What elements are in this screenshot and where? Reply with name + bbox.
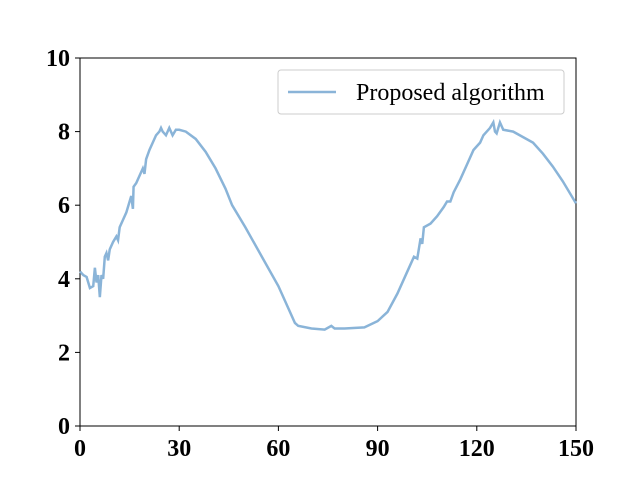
- y-tick-label: 6: [58, 193, 70, 219]
- x-tick-label: 120: [459, 436, 495, 462]
- y-tick-label: 0: [58, 414, 70, 440]
- y-tick-label: 8: [58, 120, 70, 146]
- plot-frame: [79, 57, 577, 427]
- x-tick-label: 60: [266, 436, 290, 462]
- legend-label: Proposed algorithm: [356, 80, 545, 106]
- legend-box: [277, 69, 565, 115]
- line-series: [79, 118, 578, 331]
- y-tick-label: 10: [46, 46, 70, 72]
- x-tick-label: 30: [167, 436, 191, 462]
- x-tick-label: 150: [558, 436, 594, 462]
- x-tick-label: 0: [74, 436, 86, 462]
- y-tick-label: 2: [58, 340, 70, 366]
- x-tick-label: 90: [366, 436, 390, 462]
- y-tick-label: 4: [58, 267, 70, 293]
